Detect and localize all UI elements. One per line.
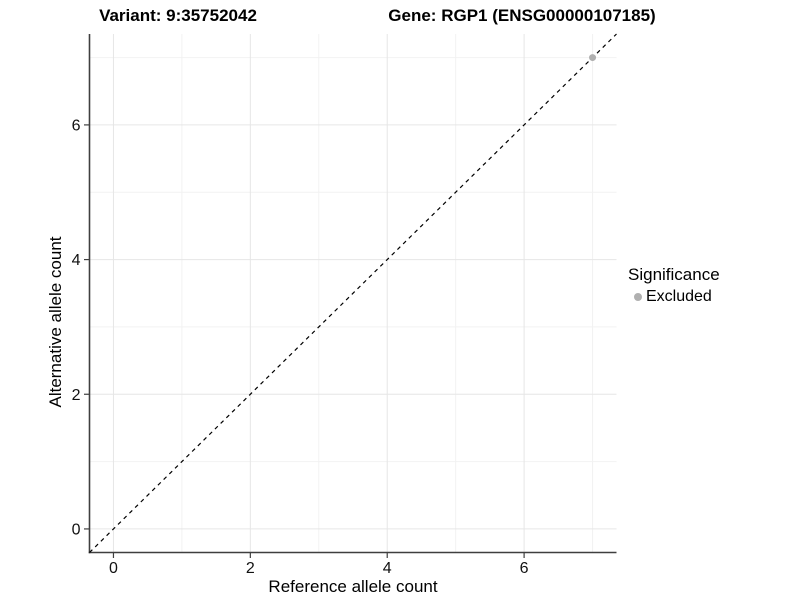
data-point	[589, 54, 597, 62]
x-tick-label: 6	[520, 560, 529, 577]
excluded-point-icon	[634, 292, 642, 301]
y-tick-label: 4	[72, 252, 81, 269]
legend: Significance Excluded	[628, 264, 720, 306]
x-tick-label: 4	[383, 560, 392, 577]
legend-title: Significance	[628, 265, 720, 284]
legend-item-label: Excluded	[646, 288, 712, 305]
y-tick-label: 2	[72, 387, 81, 404]
legend-item-excluded: Excluded	[628, 287, 720, 306]
identity-line	[89, 33, 617, 553]
x-tick-label: 2	[246, 560, 255, 577]
x-tick-label: 0	[109, 560, 118, 577]
variant-title: Variant: 9:35752042	[99, 6, 257, 25]
y-axis-title: Alternative allele count	[46, 236, 65, 408]
x-axis-title: Reference allele count	[268, 577, 438, 596]
gene-title: Gene: RGP1 (ENSG00000107185)	[388, 6, 656, 25]
y-tick-label: 0	[72, 521, 81, 538]
y-tick-label: 6	[72, 117, 81, 134]
